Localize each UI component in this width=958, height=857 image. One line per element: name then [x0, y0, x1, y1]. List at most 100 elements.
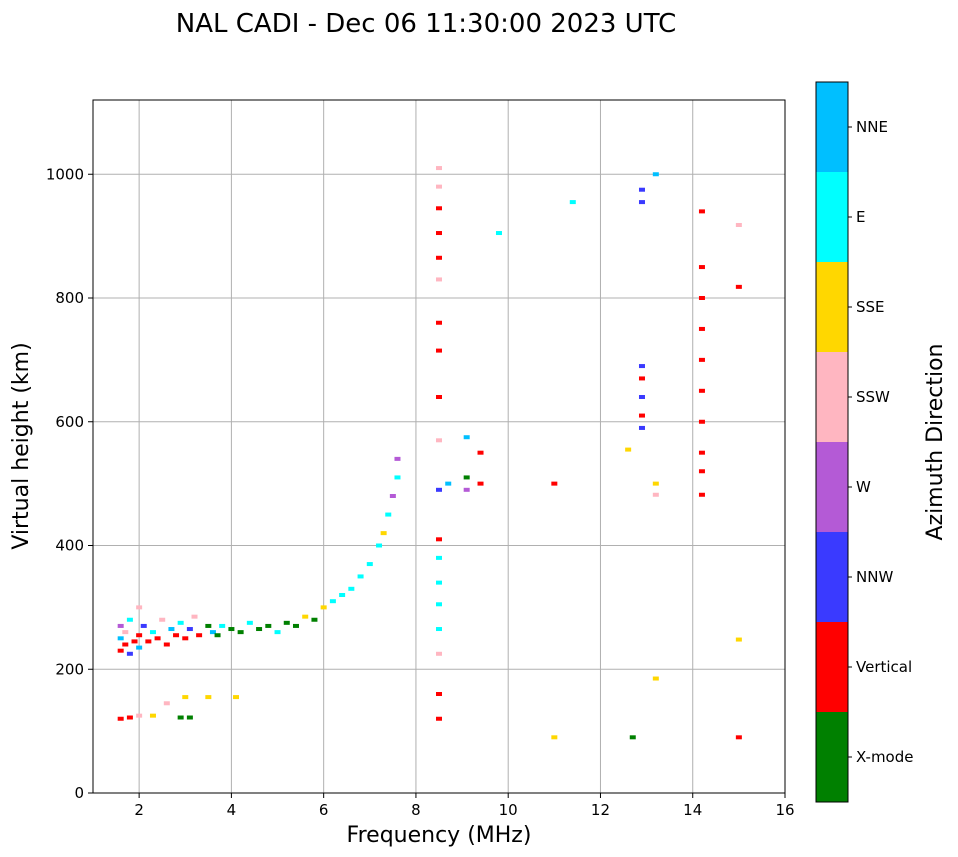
colorbar-label: E — [856, 208, 865, 226]
colorbar-segment — [816, 622, 848, 712]
echo-point — [117, 716, 124, 721]
echo-point — [126, 715, 133, 720]
echo-point — [126, 651, 133, 656]
echo-point — [357, 574, 364, 579]
echo-point — [265, 623, 272, 628]
y-tick-label: 0 — [74, 784, 84, 802]
echo-point — [292, 623, 299, 628]
x-tick-label: 10 — [499, 801, 518, 819]
colorbar-segment — [816, 352, 848, 442]
echo-point — [436, 627, 442, 632]
series-vertical-column-12-9-mhz — [638, 187, 645, 430]
echo-point — [131, 639, 138, 644]
colorbar-frame — [815, 81, 849, 803]
echo-point — [652, 172, 659, 177]
echo-point — [652, 676, 659, 681]
echo-point — [163, 642, 170, 647]
echo-point — [182, 636, 189, 641]
echo-point — [136, 605, 143, 610]
echo-point — [445, 481, 452, 486]
echo-point — [186, 627, 193, 632]
echo-point — [117, 623, 124, 628]
echo-point — [698, 450, 705, 455]
echo-point — [436, 255, 442, 260]
x-tick-label: 8 — [411, 801, 421, 819]
echo-point — [380, 531, 387, 536]
x-tick-label: 6 — [319, 801, 329, 819]
echo-point — [436, 395, 442, 399]
x-tick-label: 2 — [134, 801, 144, 819]
echo-point — [348, 586, 355, 591]
echo-point — [436, 320, 442, 325]
echo-point — [436, 602, 442, 607]
echo-point — [652, 481, 659, 486]
echo-point — [320, 605, 327, 610]
echo-point — [463, 435, 470, 440]
data-points — [117, 166, 742, 740]
echo-point — [436, 716, 442, 721]
echo-point — [625, 447, 632, 452]
echo-point — [228, 627, 235, 632]
x-tick-label: 16 — [775, 801, 794, 819]
echo-point — [237, 630, 244, 635]
colorbar-segment — [816, 442, 848, 532]
echo-point — [698, 296, 705, 300]
echo-point — [436, 231, 442, 236]
echo-point — [436, 438, 442, 443]
series-spread-echoes — [436, 166, 742, 740]
echo-point — [311, 617, 318, 622]
echo-point — [436, 166, 442, 171]
axis-ticks: 2 4 6 8 10 12 14 16 0 200 400 600 800 1000 — [46, 165, 795, 819]
colorbar-label: SSW — [856, 388, 890, 406]
echo-point — [140, 623, 147, 628]
colorbar-title: Azimuth Direction — [923, 343, 948, 540]
colorbar-segment — [816, 712, 848, 802]
echo-point — [274, 630, 281, 635]
echo-point — [436, 555, 442, 560]
echo-point — [122, 642, 129, 647]
echo-point — [698, 388, 705, 393]
echo-point — [209, 630, 216, 635]
echo-point — [246, 620, 253, 625]
echo-point — [436, 651, 442, 656]
echo-point — [463, 487, 470, 492]
echo-point — [149, 630, 156, 635]
colorbar-label: X-mode — [856, 748, 913, 766]
x-tick-label: 14 — [683, 801, 702, 819]
echo-point — [638, 200, 645, 205]
echo-point — [698, 469, 705, 474]
echo-point — [186, 715, 193, 720]
y-tick-label: 1000 — [46, 165, 84, 183]
echo-point — [638, 395, 645, 399]
x-tick-label: 4 — [227, 801, 237, 819]
series-e-layer-trace — [117, 695, 240, 721]
echo-point — [638, 187, 645, 192]
echo-point — [117, 648, 124, 653]
echo-point — [136, 633, 143, 638]
plot-background — [93, 100, 785, 793]
series-f-layer-trace — [117, 456, 401, 656]
echo-point — [436, 537, 442, 542]
echo-point — [698, 357, 705, 362]
echo-point — [173, 633, 180, 638]
echo-point — [735, 284, 742, 289]
echo-point — [698, 419, 705, 424]
echo-point — [366, 562, 373, 567]
echo-point — [638, 364, 645, 369]
echo-point — [698, 265, 705, 270]
y-tick-label: 600 — [55, 413, 84, 431]
y-tick-label: 200 — [55, 660, 84, 678]
colorbar-segment — [816, 172, 848, 262]
echo-point — [182, 695, 189, 700]
echo-point — [283, 620, 290, 625]
echo-point — [339, 593, 346, 597]
colorbar-label: NNW — [856, 568, 893, 586]
echo-point — [177, 620, 184, 625]
echo-point — [233, 695, 240, 700]
echo-point — [463, 475, 470, 480]
grid-lines — [93, 100, 786, 794]
echo-point — [385, 512, 392, 517]
echo-point — [302, 614, 309, 619]
colorbar-label: NNE — [856, 118, 888, 136]
